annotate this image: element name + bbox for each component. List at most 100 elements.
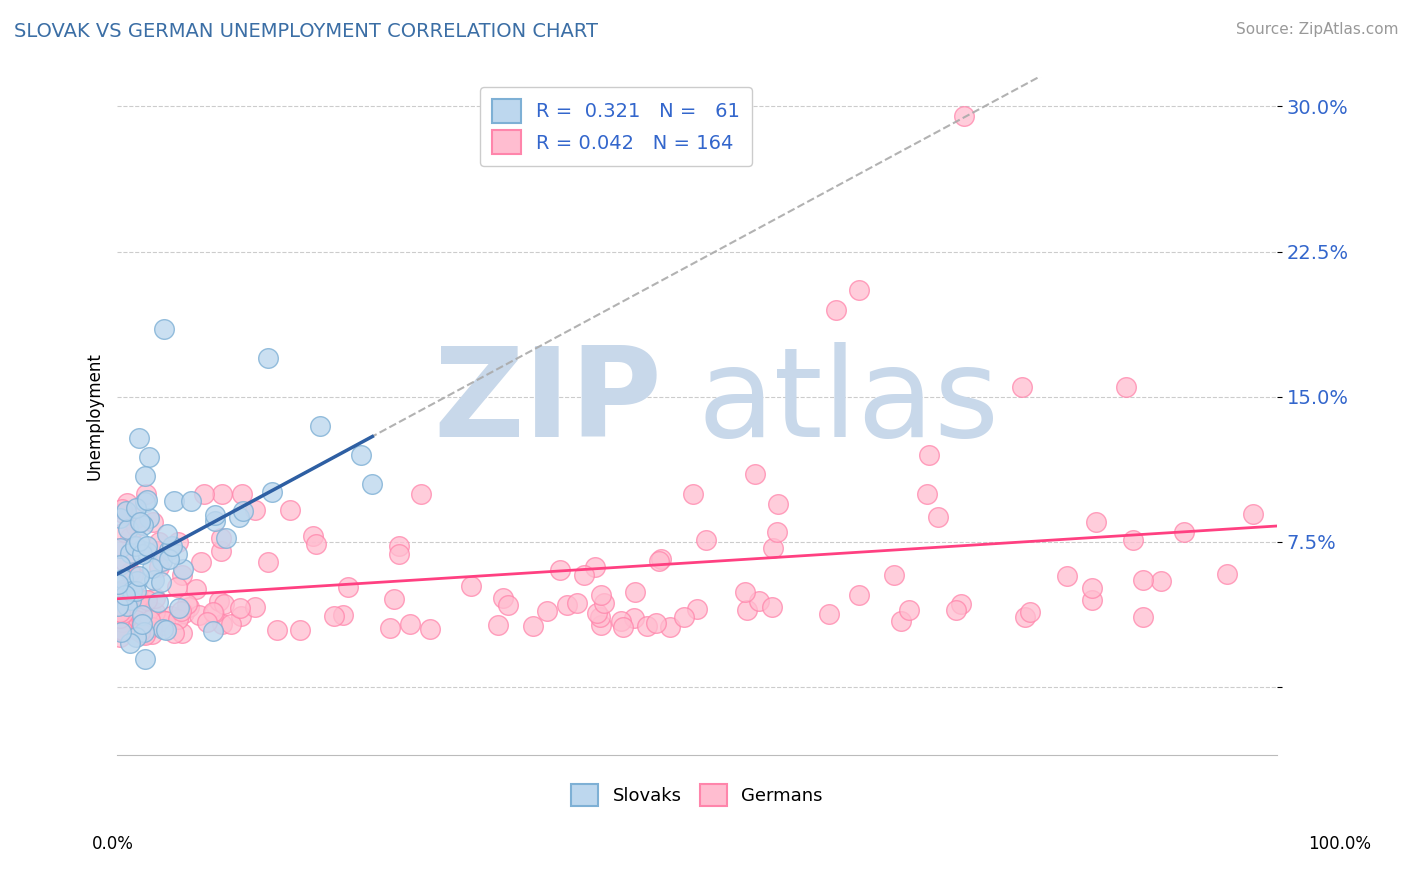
Point bbox=[127, 616, 149, 631]
Point bbox=[112, 525, 135, 540]
Point bbox=[411, 486, 433, 500]
Point bbox=[110, 625, 132, 640]
Point bbox=[121, 583, 143, 598]
Point bbox=[132, 517, 155, 532]
Point bbox=[202, 606, 225, 620]
Point bbox=[190, 555, 212, 569]
Point bbox=[212, 598, 235, 612]
Point bbox=[159, 609, 181, 624]
Point bbox=[115, 496, 138, 510]
Point bbox=[128, 431, 150, 445]
Point bbox=[136, 545, 159, 559]
Point bbox=[173, 606, 195, 620]
Point bbox=[953, 109, 976, 123]
Point bbox=[257, 351, 280, 365]
Point bbox=[172, 567, 194, 582]
Point bbox=[309, 418, 332, 433]
Point bbox=[491, 591, 513, 605]
Point bbox=[589, 610, 612, 624]
Point bbox=[890, 614, 912, 628]
Point bbox=[152, 614, 174, 628]
Point bbox=[672, 610, 695, 624]
Point bbox=[1115, 380, 1137, 394]
Point bbox=[124, 599, 146, 614]
Point bbox=[950, 597, 973, 611]
Point bbox=[243, 600, 266, 615]
Point bbox=[522, 619, 544, 633]
Point bbox=[1216, 567, 1239, 582]
Point bbox=[136, 539, 159, 553]
Point bbox=[918, 448, 941, 462]
Point bbox=[636, 619, 658, 633]
Point bbox=[305, 537, 328, 551]
Point bbox=[149, 575, 172, 590]
Point bbox=[762, 541, 785, 555]
Point bbox=[114, 585, 136, 599]
Point bbox=[128, 533, 150, 548]
Point bbox=[131, 547, 153, 561]
Point bbox=[112, 606, 135, 620]
Point bbox=[228, 510, 250, 524]
Point bbox=[623, 610, 645, 624]
Point bbox=[131, 616, 153, 631]
Point bbox=[139, 606, 162, 620]
Point bbox=[658, 619, 681, 633]
Point bbox=[128, 625, 150, 640]
Point bbox=[128, 516, 150, 530]
Point bbox=[187, 607, 209, 622]
Point bbox=[156, 527, 179, 541]
Point bbox=[229, 601, 252, 615]
Point bbox=[108, 623, 131, 637]
Point bbox=[111, 506, 134, 520]
Point bbox=[132, 624, 155, 639]
Point bbox=[153, 614, 176, 628]
Point bbox=[184, 582, 207, 596]
Point bbox=[134, 495, 156, 509]
Point bbox=[135, 593, 157, 607]
Point bbox=[548, 563, 571, 577]
Point bbox=[138, 450, 160, 465]
Point bbox=[734, 584, 756, 599]
Point bbox=[111, 623, 134, 637]
Point bbox=[163, 626, 186, 640]
Point bbox=[388, 547, 411, 561]
Point bbox=[115, 504, 138, 518]
Point bbox=[848, 284, 870, 298]
Point bbox=[124, 599, 146, 613]
Point bbox=[129, 620, 152, 634]
Point bbox=[138, 511, 160, 525]
Point bbox=[624, 585, 647, 599]
Point bbox=[120, 565, 142, 579]
Point bbox=[143, 573, 166, 587]
Point bbox=[927, 509, 949, 524]
Point bbox=[388, 539, 411, 553]
Point bbox=[460, 579, 482, 593]
Point bbox=[111, 622, 134, 636]
Point bbox=[115, 599, 138, 614]
Point bbox=[645, 615, 668, 630]
Point bbox=[915, 486, 938, 500]
Y-axis label: Unemployment: Unemployment bbox=[86, 352, 103, 480]
Point bbox=[898, 602, 921, 616]
Point bbox=[231, 486, 253, 500]
Point bbox=[290, 624, 312, 638]
Point bbox=[278, 503, 301, 517]
Text: SLOVAK VS GERMAN UNEMPLOYMENT CORRELATION CHART: SLOVAK VS GERMAN UNEMPLOYMENT CORRELATIO… bbox=[14, 22, 598, 41]
Point bbox=[592, 597, 614, 611]
Point bbox=[107, 599, 129, 614]
Point bbox=[124, 511, 146, 525]
Text: atlas: atlas bbox=[697, 343, 1000, 463]
Point bbox=[139, 613, 162, 627]
Point bbox=[108, 558, 131, 573]
Point bbox=[145, 591, 167, 605]
Point bbox=[134, 652, 156, 666]
Point bbox=[572, 568, 595, 582]
Text: ZIP: ZIP bbox=[433, 343, 662, 463]
Point bbox=[583, 559, 606, 574]
Point bbox=[262, 484, 284, 499]
Text: Source: ZipAtlas.com: Source: ZipAtlas.com bbox=[1236, 22, 1399, 37]
Point bbox=[125, 574, 148, 588]
Point bbox=[682, 486, 704, 500]
Point bbox=[118, 545, 141, 559]
Point bbox=[266, 623, 288, 637]
